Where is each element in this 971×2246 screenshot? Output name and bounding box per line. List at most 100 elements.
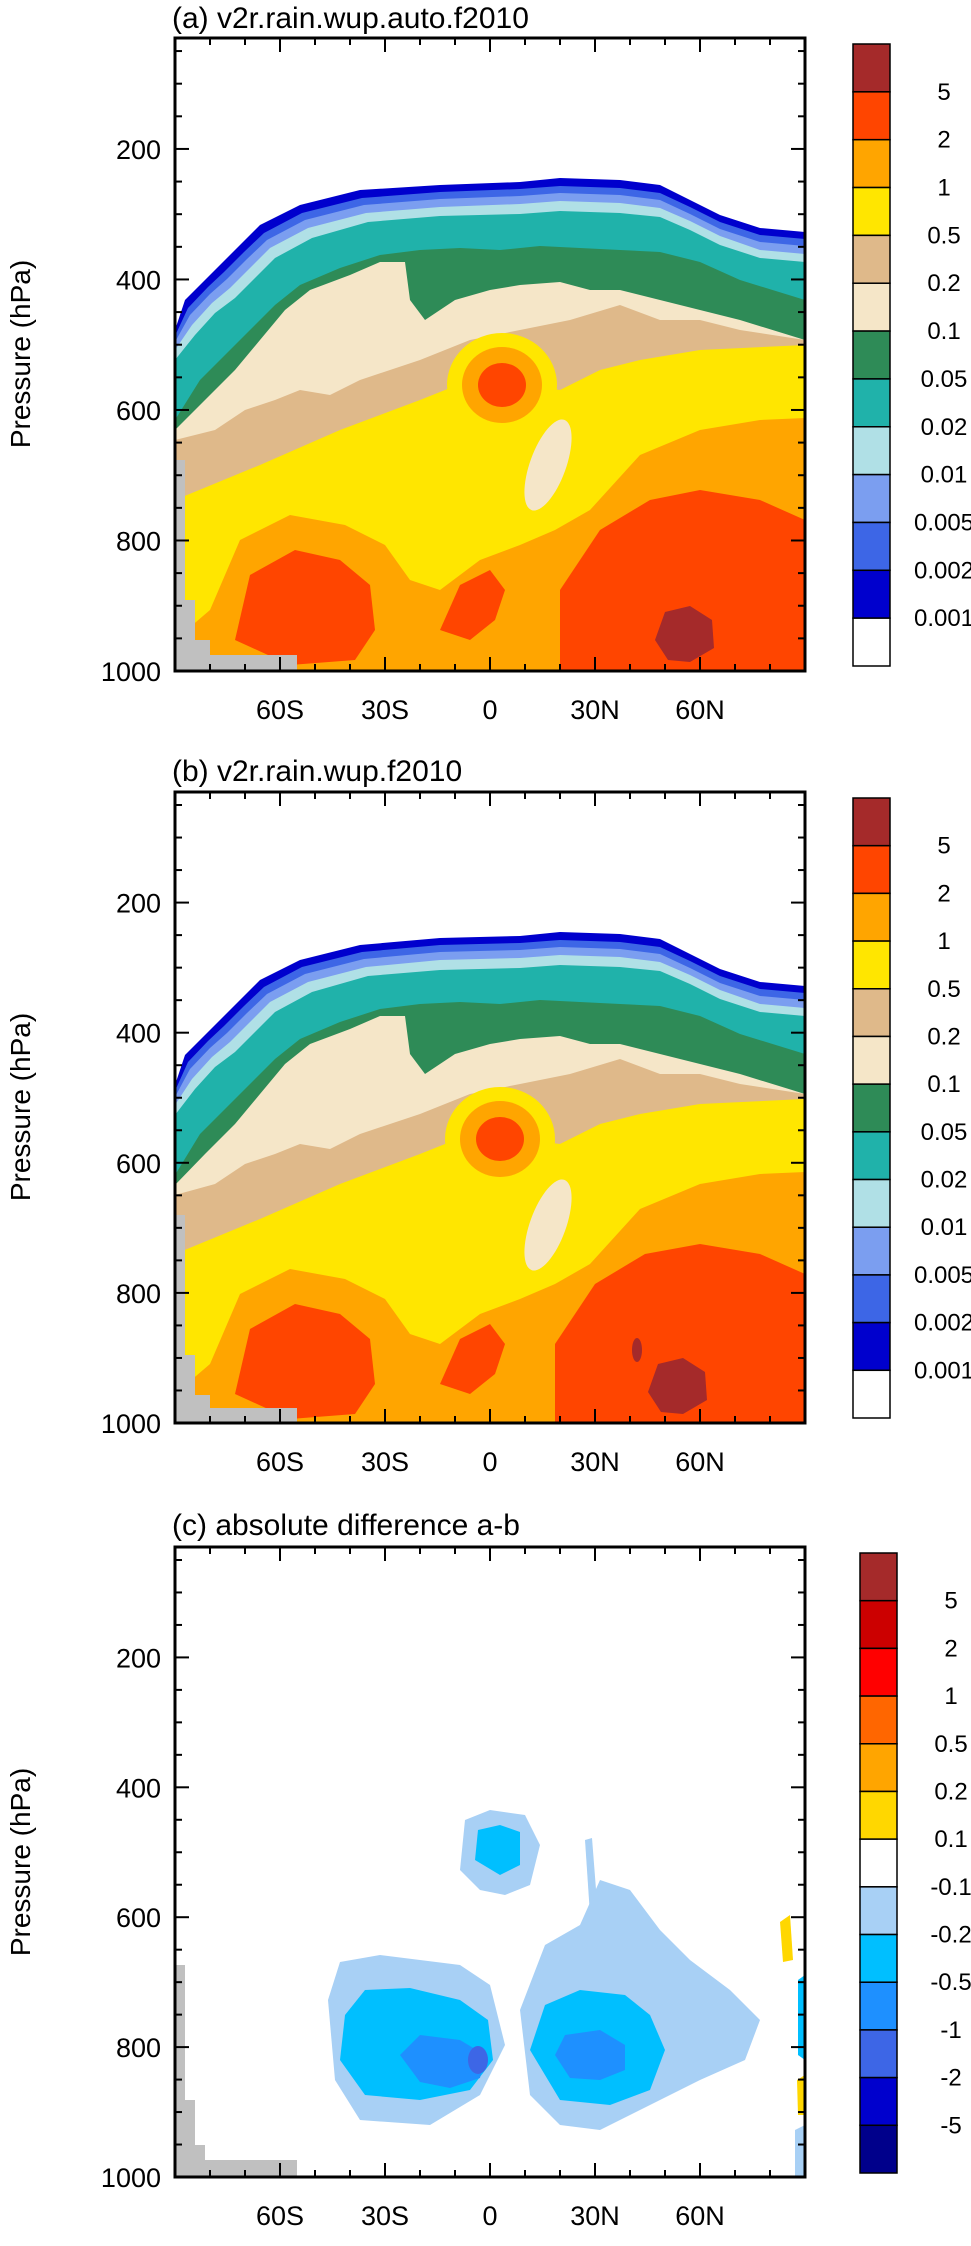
y-tick-label: 800 <box>116 1279 161 1309</box>
colorbar-swatch <box>852 1131 891 1181</box>
colorbar-swatch <box>852 1178 891 1228</box>
colorbar-swatch <box>852 940 891 990</box>
x-tick-label: 60S <box>256 2201 304 2231</box>
contour-2-core <box>476 1117 524 1161</box>
colorbar-label: -1 <box>940 2017 961 2044</box>
colorbar-label: 0.1 <box>934 1826 967 1853</box>
contour-5-spot <box>632 1338 642 1362</box>
colorbar-label: 0.2 <box>927 1023 960 1050</box>
panel-b-field <box>175 932 805 1423</box>
y-tick-label: 600 <box>116 1149 161 1179</box>
colorbar-swatch <box>852 1083 891 1133</box>
panel-c-xticks <box>209 1547 771 2177</box>
x-tick-label: 0 <box>482 2201 497 2231</box>
panel-c-title: (c) absolute difference a-b <box>172 1509 520 1542</box>
colorbar-label: 0.005 <box>914 1262 971 1289</box>
panel-a-colorbar: 5 2 1 0.5 0.2 0.1 0.05 0.02 0.01 0.005 0.002 0.001 <box>852 43 971 667</box>
colorbar-swatch <box>852 1369 891 1419</box>
colorbar-label: 0.05 <box>921 1119 968 1146</box>
colorbar-label: -2 <box>940 2065 961 2092</box>
diff-pos-0.1-edge <box>797 2075 805 2115</box>
diff-pos-0.1 <box>780 1915 793 1962</box>
colorbar-label: 0.2 <box>927 270 960 297</box>
panel-c-colorbar: 5 2 1 0.5 0.2 0.1 -0.1 -0.2 -0.5 -1 -2 -5 <box>859 1552 971 2174</box>
colorbar-label: 0.002 <box>914 1310 971 1337</box>
panel-a-ylabel: Pressure (hPa) <box>5 260 36 448</box>
colorbar-label: 1 <box>944 1683 957 1710</box>
colorbar-label: 0.001 <box>914 605 971 632</box>
y-tick-label: 200 <box>116 135 161 165</box>
colorbar-swatch <box>852 797 891 847</box>
colorbar-swatch <box>859 1647 898 1697</box>
contour-2-equator <box>440 570 505 640</box>
missing-data <box>175 1215 297 1423</box>
x-tick-label: 30N <box>570 2201 620 2231</box>
x-tick-label: 0 <box>482 695 497 725</box>
colorbar-label: 2 <box>937 127 950 154</box>
colorbar-label: 2 <box>937 880 950 907</box>
contour-0.1-lens <box>524 419 572 511</box>
diff-neg-0.5-north <box>555 2030 625 2080</box>
colorbar-swatch <box>859 1790 898 1840</box>
panel-b-colorbar: 5 2 1 0.5 0.2 0.1 0.05 0.02 0.01 0.005 0.002 0.001 <box>852 797 971 1419</box>
diff-neg-0.5 <box>400 2035 485 2088</box>
colorbar-swatch <box>859 2076 898 2127</box>
colorbar-swatch <box>852 844 891 895</box>
x-tick-label: 30N <box>570 695 620 725</box>
colorbar-swatch <box>859 2029 898 2079</box>
contour-2-equator <box>440 1324 505 1394</box>
colorbar-label: 5 <box>937 833 950 860</box>
panel-b-xticks <box>209 792 771 1423</box>
colorbar-label: 0.5 <box>934 1731 967 1758</box>
x-tick-label: 30S <box>361 1447 409 1477</box>
panel-a-yticks <box>175 50 805 672</box>
panel-b-ylabel: Pressure (hPa) <box>5 1013 36 1201</box>
colorbar-label: 1 <box>937 928 950 955</box>
x-tick-label: 30N <box>570 1447 620 1477</box>
colorbar-swatch <box>852 91 891 141</box>
colorbar-swatch <box>852 569 891 619</box>
colorbar-swatch <box>852 330 891 380</box>
y-tick-label: 1000 <box>101 1409 161 1439</box>
missing-data <box>175 460 297 671</box>
colorbar-swatch <box>852 1321 891 1372</box>
colorbar-swatch <box>852 988 891 1038</box>
colorbar-label: 0.01 <box>921 462 968 489</box>
colorbar-label: 1 <box>937 175 950 202</box>
y-tick-label: 400 <box>116 1019 161 1049</box>
colorbar-label: 2 <box>944 1635 957 1662</box>
colorbar-swatch <box>852 234 891 284</box>
colorbar-label: 0.01 <box>921 1214 968 1241</box>
colorbar-swatch <box>859 1599 898 1650</box>
colorbar-label: 0.005 <box>914 509 971 536</box>
panel-a-field <box>175 178 805 671</box>
contour-5 <box>648 1358 707 1414</box>
colorbar-swatch <box>852 1035 891 1085</box>
colorbar-swatch <box>859 1981 898 2031</box>
colorbar-label: 5 <box>937 79 950 106</box>
diff-edge-negative <box>798 1975 805 2060</box>
x-tick-label: 0 <box>482 1447 497 1477</box>
x-tick-label: 30S <box>361 695 409 725</box>
colorbar-label: -0.2 <box>930 1922 971 1949</box>
colorbar-label: 0.1 <box>927 318 960 345</box>
colorbar-swatch <box>852 282 891 332</box>
colorbar-swatch <box>859 1886 898 1936</box>
x-tick-label: 60S <box>256 1447 304 1477</box>
colorbar-swatch <box>852 426 891 476</box>
x-tick-label: 60N <box>675 1447 725 1477</box>
contour-2 <box>235 1304 375 1419</box>
colorbar-swatch <box>852 892 891 942</box>
y-tick-label: 400 <box>116 1773 161 1803</box>
colorbar-swatch <box>859 1695 898 1745</box>
contour-2-core <box>478 363 526 407</box>
y-tick-label: 400 <box>116 265 161 295</box>
y-tick-label: 1000 <box>101 2163 161 2193</box>
colorbar-swatch <box>852 473 891 524</box>
y-tick-label: 200 <box>116 889 161 919</box>
y-tick-label: 600 <box>116 1903 161 1933</box>
diff-neg-0.1-streak <box>585 1838 598 1915</box>
colorbar-swatch <box>859 2124 898 2174</box>
y-tick-label: 200 <box>116 1643 161 1673</box>
